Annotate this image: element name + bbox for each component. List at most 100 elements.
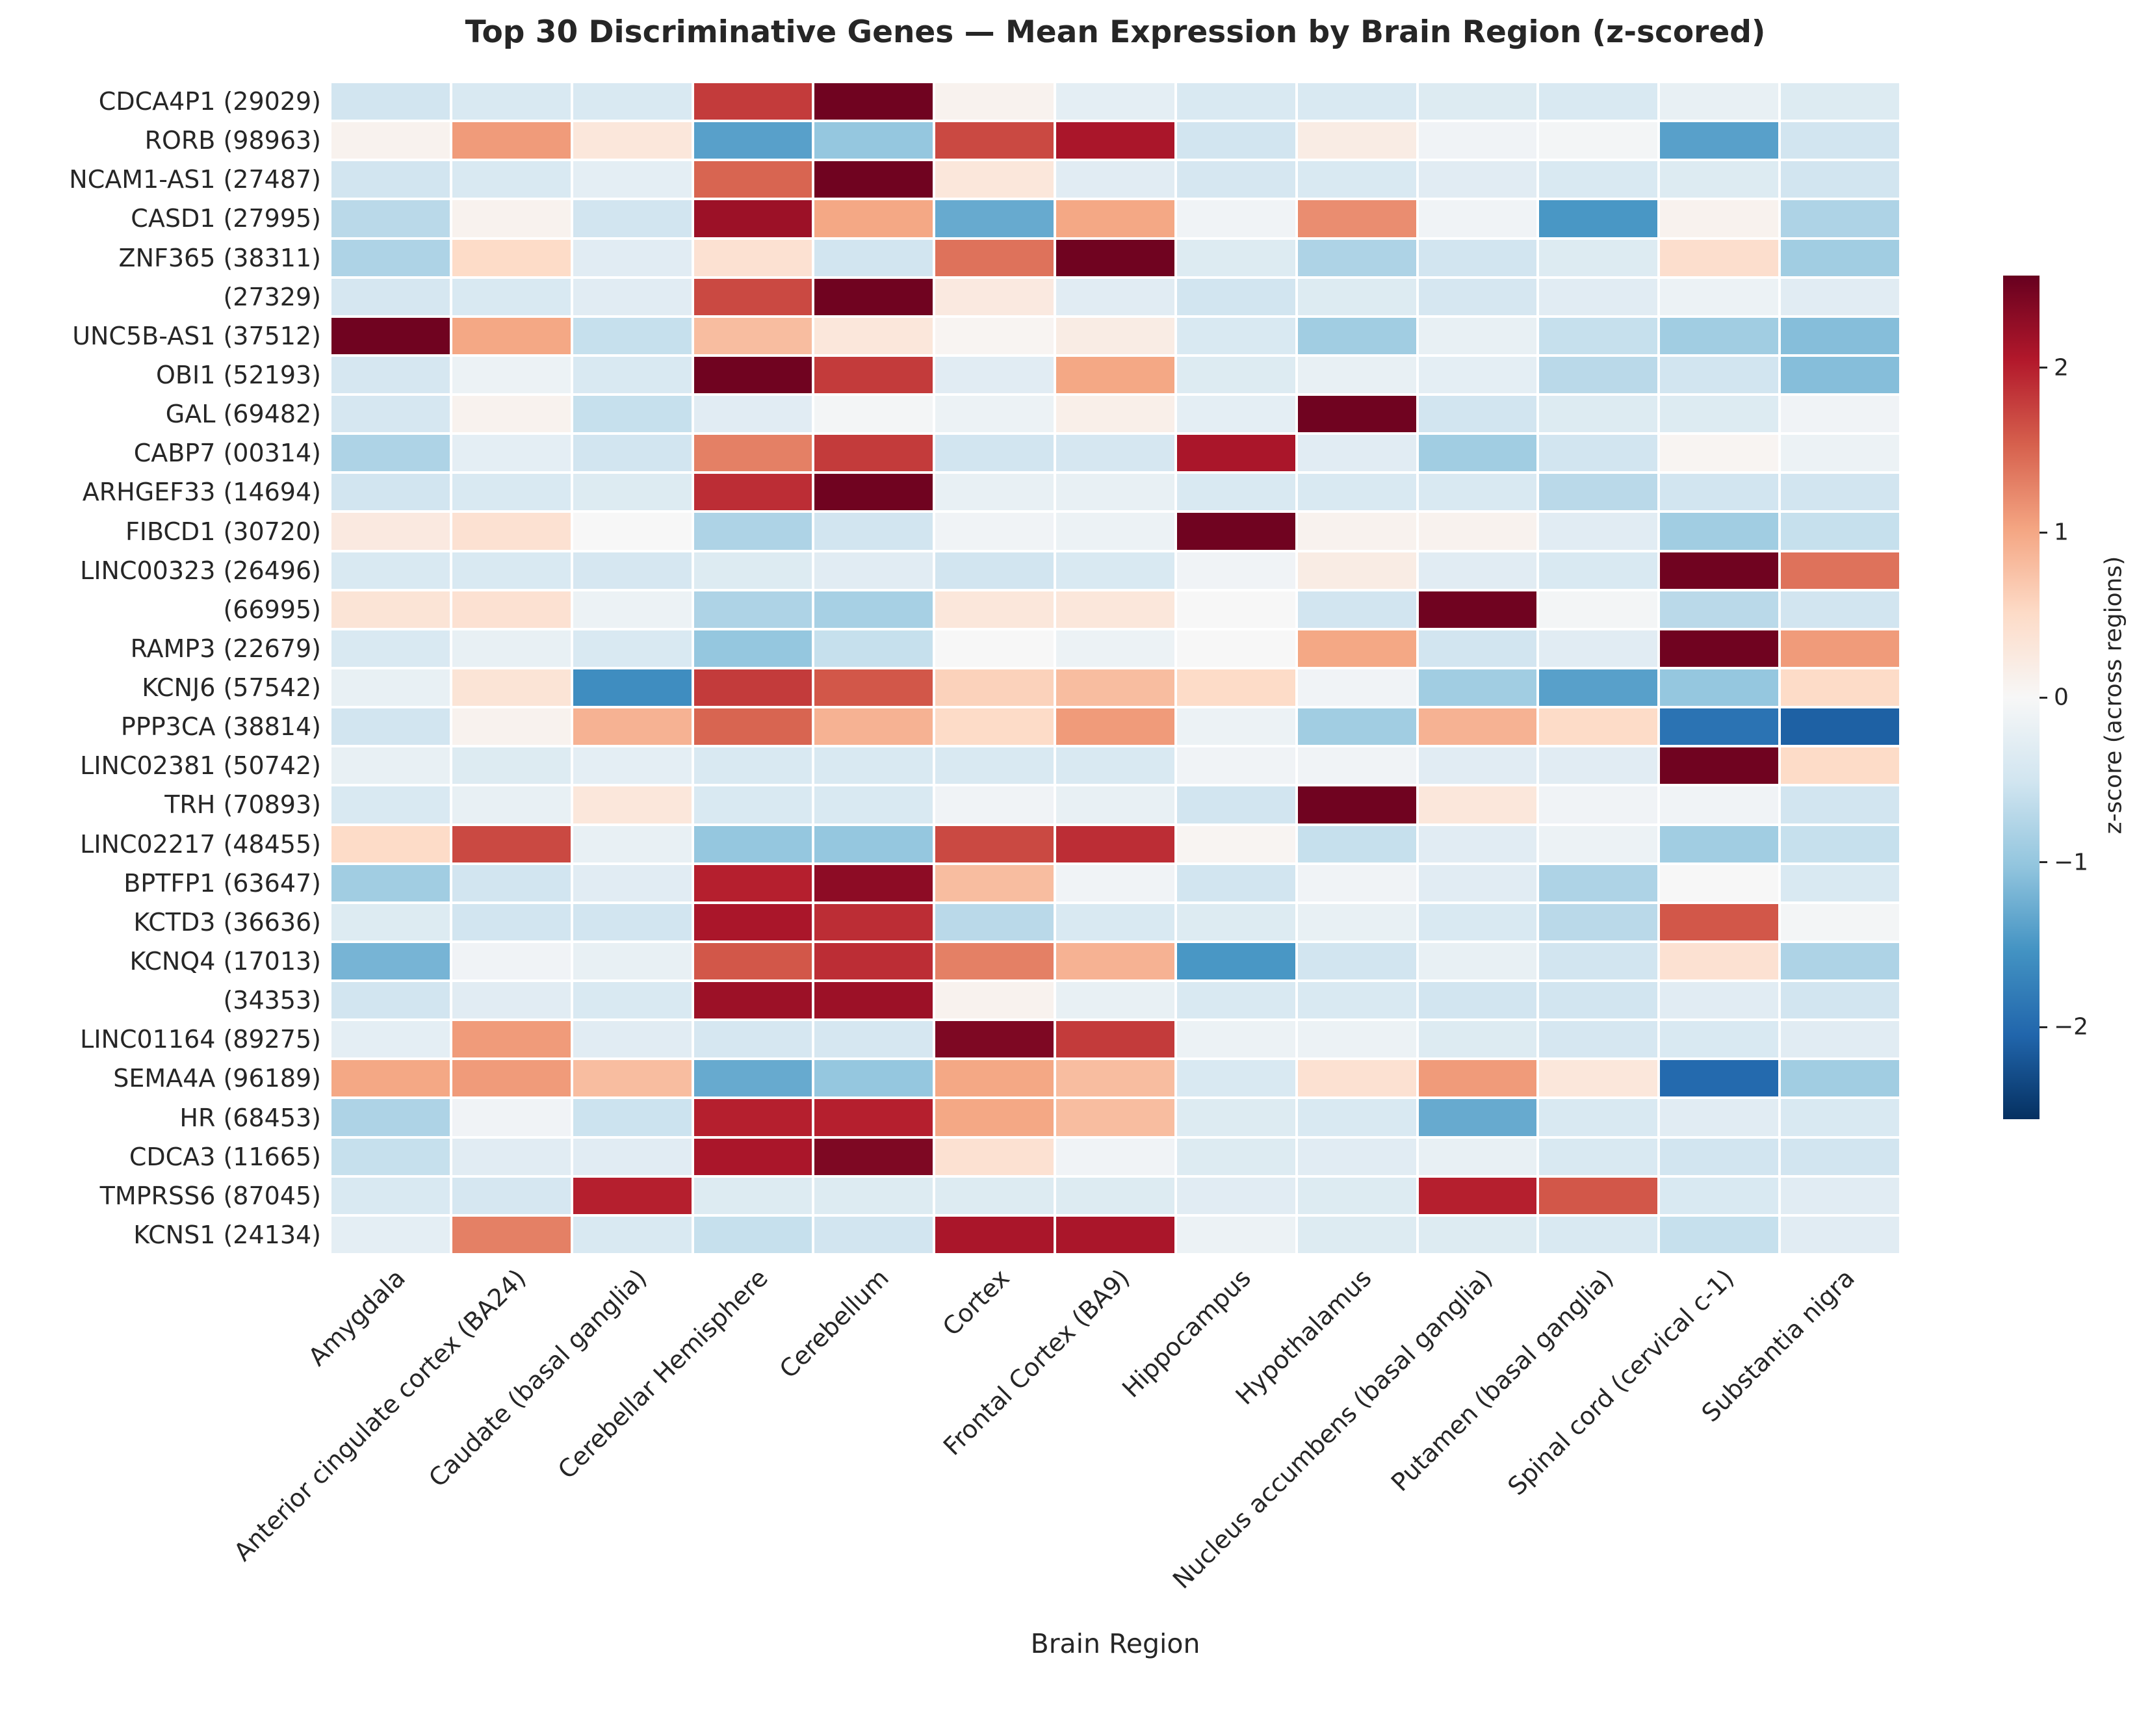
heatmap-cell — [693, 747, 812, 784]
heatmap-cell — [1539, 903, 1658, 940]
heatmap-cell — [1660, 708, 1779, 745]
heatmap-cell — [935, 200, 1054, 237]
heatmap-cell — [1660, 1021, 1779, 1058]
heatmap-cell — [573, 630, 692, 667]
heatmap-cell — [814, 903, 933, 940]
x-tick-label: Cerebellar Hemisphere — [552, 1263, 773, 1484]
heatmap-cell — [452, 982, 571, 1019]
heatmap-cell — [1660, 669, 1779, 706]
heatmap-cell — [1056, 474, 1174, 511]
colorbar-tick — [2040, 367, 2047, 369]
heatmap-cell — [814, 239, 933, 276]
heatmap-cell — [1781, 161, 1899, 198]
heatmap-cell — [331, 747, 450, 784]
heatmap-cell — [1660, 747, 1779, 784]
y-tick-label: LINC02381 (50742) — [80, 751, 321, 781]
y-tick-label: (66995) — [223, 595, 321, 624]
heatmap-cell — [1781, 669, 1899, 706]
heatmap-cell — [1418, 552, 1537, 589]
heatmap-cell — [1539, 200, 1658, 237]
heatmap-cell — [331, 591, 450, 628]
heatmap-cell — [1539, 1060, 1658, 1097]
heatmap-cell — [1539, 942, 1658, 980]
heatmap-cell — [693, 1177, 812, 1214]
heatmap-cell — [452, 396, 571, 433]
heatmap-cell — [1176, 903, 1295, 940]
heatmap-cell — [573, 239, 692, 276]
heatmap-grid — [331, 83, 1899, 1253]
colorbar-tick — [2040, 1026, 2047, 1028]
heatmap-cell — [1297, 903, 1416, 940]
heatmap-cell — [331, 1021, 450, 1058]
heatmap-cell — [1056, 278, 1174, 315]
heatmap-cell — [1660, 1177, 1779, 1214]
heatmap-cell — [573, 786, 692, 823]
heatmap-cell — [935, 942, 1054, 980]
heatmap-cell — [814, 513, 933, 550]
heatmap-cell — [935, 1177, 1054, 1214]
heatmap-cell — [573, 552, 692, 589]
heatmap-cell — [331, 317, 450, 354]
heatmap-cell — [1297, 825, 1416, 862]
heatmap-cell — [573, 474, 692, 511]
heatmap-cell — [1056, 591, 1174, 628]
chart-title: Top 30 Discriminative Genes — Mean Expre… — [465, 14, 1766, 50]
heatmap-cell — [1660, 591, 1779, 628]
heatmap-cell — [331, 122, 450, 159]
heatmap-cell — [1418, 278, 1537, 315]
heatmap-cell — [1418, 786, 1537, 823]
heatmap-cell — [452, 903, 571, 940]
heatmap-cell — [1176, 982, 1295, 1019]
heatmap-cell — [1056, 1138, 1174, 1175]
heatmap-cell — [1418, 982, 1537, 1019]
heatmap-cell — [1539, 161, 1658, 198]
heatmap-cell — [1176, 1060, 1295, 1097]
heatmap-cell — [1297, 239, 1416, 276]
heatmap-cell — [1660, 239, 1779, 276]
heatmap-cell — [1297, 552, 1416, 589]
heatmap-cell — [1418, 669, 1537, 706]
heatmap-cell — [1176, 786, 1295, 823]
heatmap-cell — [814, 786, 933, 823]
heatmap-cell — [1660, 278, 1779, 315]
y-tick-label: RAMP3 (22679) — [130, 634, 321, 663]
heatmap-cell — [1418, 591, 1537, 628]
y-tick-label: PPP3CA (38814) — [120, 712, 321, 742]
heatmap-cell — [1660, 1099, 1779, 1136]
y-tick-label: LINC01164 (89275) — [80, 1025, 321, 1054]
heatmap-cell — [1056, 1021, 1174, 1058]
heatmap-cell — [573, 1099, 692, 1136]
heatmap-cell — [814, 435, 933, 472]
heatmap-cell — [1418, 1177, 1537, 1214]
heatmap-cell — [1418, 1216, 1537, 1253]
y-tick-label: HR (68453) — [179, 1103, 321, 1132]
heatmap-cell — [1176, 396, 1295, 433]
heatmap-cell — [935, 591, 1054, 628]
heatmap-cell — [1418, 83, 1537, 120]
heatmap-cell — [1176, 552, 1295, 589]
heatmap-cell — [1056, 317, 1174, 354]
heatmap-cell — [1660, 161, 1779, 198]
heatmap-cell — [452, 122, 571, 159]
heatmap-cell — [1418, 708, 1537, 745]
heatmap-cell — [1056, 239, 1174, 276]
heatmap-cell — [1539, 396, 1658, 433]
heatmap-cell — [1176, 1099, 1295, 1136]
heatmap-cell — [331, 1138, 450, 1175]
y-tick-label: KCNJ6 (57542) — [142, 673, 321, 703]
heatmap-cell — [1781, 747, 1899, 784]
colorbar-tick — [2040, 531, 2047, 534]
heatmap-cell — [814, 356, 933, 394]
heatmap-cell — [1660, 1060, 1779, 1097]
heatmap-cell — [452, 474, 571, 511]
heatmap-cell — [1539, 825, 1658, 862]
heatmap-cell — [1781, 278, 1899, 315]
heatmap-cell — [573, 396, 692, 433]
heatmap-cell — [693, 591, 812, 628]
heatmap-cell — [693, 630, 812, 667]
heatmap-cell — [814, 474, 933, 511]
heatmap-cell — [452, 825, 571, 862]
heatmap-cell — [1539, 747, 1658, 784]
heatmap-cell — [1660, 83, 1779, 120]
heatmap-cell — [452, 356, 571, 394]
